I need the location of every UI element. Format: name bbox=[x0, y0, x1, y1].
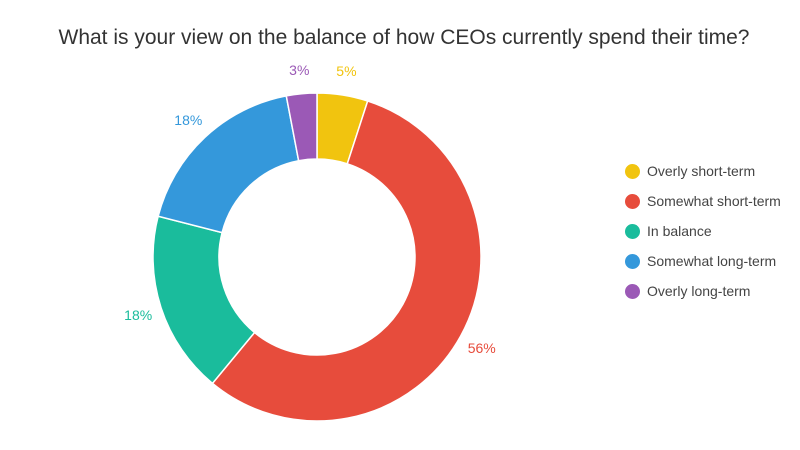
chart-title: What is your view on the balance of how … bbox=[58, 26, 750, 49]
slice-label: 18% bbox=[174, 111, 203, 128]
legend-swatch bbox=[625, 283, 640, 299]
legend-swatch bbox=[625, 193, 640, 209]
slice-somewhat-short-term[interactable] bbox=[211, 100, 482, 422]
legend-label: Somewhat short-term bbox=[647, 193, 781, 209]
slice-label: 5% bbox=[336, 63, 357, 80]
slice-label: 3% bbox=[289, 61, 310, 78]
legend-label: In balance bbox=[647, 223, 712, 239]
legend-label: Overly long-term bbox=[647, 283, 751, 299]
legend-label: Overly short-term bbox=[647, 163, 756, 179]
legend-swatch bbox=[625, 223, 640, 239]
legend-item-somewhat-short-term[interactable]: Somewhat short-term bbox=[625, 186, 781, 216]
legend-item-overly-short-term[interactable]: Overly short-term bbox=[625, 156, 781, 186]
legend-label: Somewhat long-term bbox=[647, 253, 777, 269]
legend-item-somewhat-long-term[interactable]: Somewhat long-term bbox=[625, 246, 781, 276]
slice-label: 56% bbox=[467, 339, 496, 356]
legend-item-overly-long-term[interactable]: Overly long-term bbox=[625, 276, 781, 306]
slice-label: 18% bbox=[124, 307, 153, 324]
slice-overly-long-term[interactable] bbox=[285, 92, 318, 162]
legend-swatch bbox=[625, 163, 640, 179]
legend-swatch bbox=[625, 253, 640, 269]
legend-item-in-balance[interactable]: In balance bbox=[625, 216, 781, 246]
legend: Overly short-term Somewhat short-term In… bbox=[625, 156, 781, 306]
